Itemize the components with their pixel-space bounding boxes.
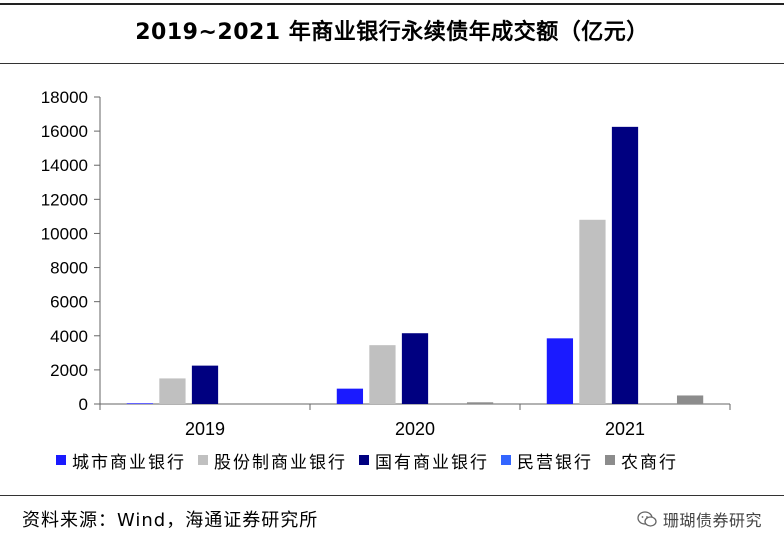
legend-item: 股份制商业银行 bbox=[198, 448, 347, 473]
y-tick-label: 18000 bbox=[41, 88, 88, 107]
chart-legend: 城市商业银行 股份制商业银行 国有商业银行 民营银行 农商行 bbox=[56, 448, 690, 473]
y-tick-label: 16000 bbox=[41, 122, 88, 141]
legend-swatch bbox=[501, 455, 511, 465]
wechat-icon bbox=[637, 511, 657, 527]
chart-title: 2019~2021 年商业银行永续债年成交额（亿元） bbox=[135, 20, 649, 45]
y-tick-label: 10000 bbox=[41, 224, 88, 243]
y-tick-label: 6000 bbox=[50, 293, 88, 312]
watermark: 珊瑚债券研究 bbox=[637, 507, 762, 531]
bar bbox=[369, 345, 396, 404]
bar bbox=[676, 395, 704, 404]
legend-label: 城市商业银行 bbox=[72, 452, 186, 473]
legend-swatch bbox=[605, 455, 615, 465]
chart-area: 0 2000 4000 6000 8000 10000 12000 14000 16000 180… bbox=[41, 88, 731, 439]
bar bbox=[546, 338, 574, 404]
legend-item: 国有商业银行 bbox=[359, 448, 489, 473]
bar bbox=[579, 219, 606, 404]
legend-label: 股份制商业银行 bbox=[214, 452, 347, 473]
y-tick-label: 2000 bbox=[50, 361, 88, 380]
legend-label: 国有商业银行 bbox=[375, 452, 489, 473]
y-tick-label: 8000 bbox=[50, 259, 88, 278]
bar bbox=[401, 333, 429, 404]
legend-swatch bbox=[359, 455, 369, 465]
source-note: 资料来源：Wind，海通证券研究所 bbox=[22, 510, 319, 531]
bar bbox=[126, 403, 154, 404]
legend-swatch bbox=[56, 455, 66, 465]
y-tick-label: 12000 bbox=[41, 190, 88, 209]
y-tick-label: 14000 bbox=[41, 156, 88, 175]
y-tick-label: 0 bbox=[79, 395, 88, 414]
bar bbox=[191, 365, 219, 404]
bar bbox=[336, 388, 364, 404]
bar bbox=[611, 126, 639, 404]
legend-item: 农商行 bbox=[605, 448, 678, 473]
title-divider bbox=[0, 63, 784, 64]
bar bbox=[466, 402, 494, 404]
x-tick-label: 2019 bbox=[185, 419, 225, 439]
legend-label: 民营银行 bbox=[517, 452, 593, 473]
y-tick-label: 4000 bbox=[50, 327, 88, 346]
top-rule bbox=[0, 3, 784, 5]
x-tick-label: 2021 bbox=[605, 419, 645, 439]
bar bbox=[159, 378, 186, 404]
footer-divider bbox=[0, 495, 784, 496]
watermark-text: 珊瑚债券研究 bbox=[662, 511, 762, 530]
legend-swatch bbox=[198, 455, 208, 465]
legend-item: 民营银行 bbox=[501, 448, 593, 473]
x-tick-label: 2020 bbox=[395, 419, 435, 439]
legend-item: 城市商业银行 bbox=[56, 448, 186, 473]
legend-label: 农商行 bbox=[621, 452, 678, 473]
